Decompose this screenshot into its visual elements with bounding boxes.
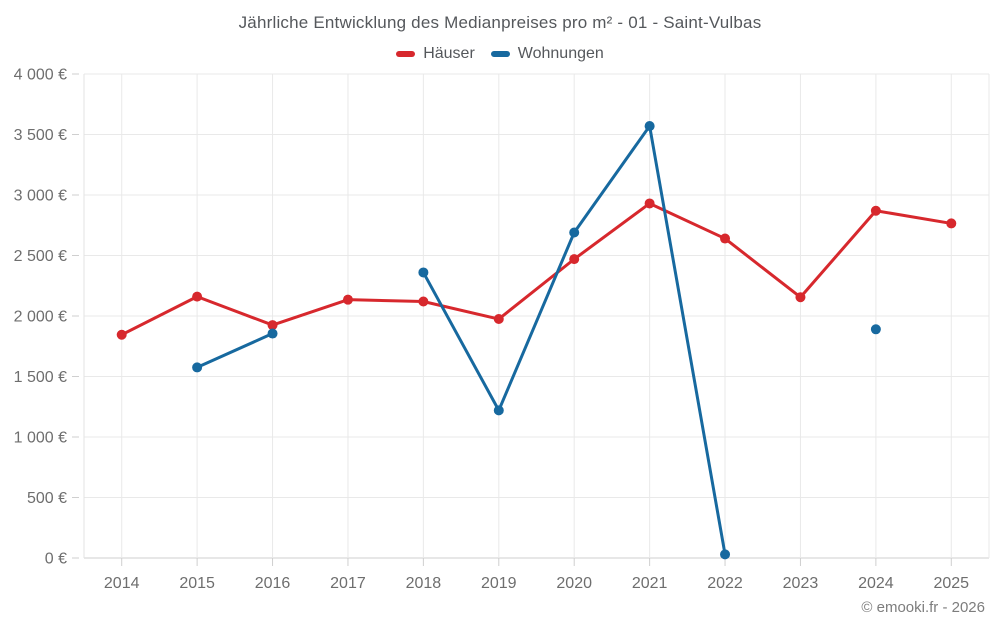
data-point[interactable] (493, 314, 504, 325)
data-point[interactable] (644, 198, 655, 209)
x-tick-label: 2018 (406, 575, 442, 592)
data-point[interactable] (870, 205, 881, 216)
data-point[interactable] (192, 291, 203, 302)
y-tick-label: 3 000 € (14, 188, 67, 205)
data-point[interactable] (267, 320, 278, 331)
y-tick-label: 2 000 € (14, 309, 67, 326)
data-point[interactable] (267, 328, 278, 339)
wohnungen-legend-label: Wohnungen (517, 45, 604, 62)
y-tick-label: 1 500 € (14, 369, 67, 386)
data-point[interactable] (870, 324, 881, 335)
x-tick-label: 2025 (933, 575, 969, 592)
y-tick-label: 4 000 € (14, 67, 67, 84)
data-point[interactable] (342, 294, 353, 305)
gridlines (83, 73, 990, 559)
axis-ticks (72, 73, 952, 566)
series-line (195, 332, 275, 369)
copyright-text: © emooki.fr - 2026 (861, 599, 985, 616)
data-point[interactable] (946, 218, 957, 229)
x-tick-label: 2017 (330, 575, 366, 592)
data-point[interactable] (418, 267, 429, 278)
x-tick-label: 2014 (104, 575, 140, 592)
y-tick-label: 0 € (45, 551, 67, 568)
haeuser-legend-marker (396, 51, 416, 57)
x-tick-label: 2021 (632, 575, 668, 592)
chart-legend: Häuser Wohnungen (0, 45, 1000, 63)
data-point[interactable] (569, 254, 580, 265)
data-point[interactable] (418, 296, 429, 307)
x-tick-label: 2023 (783, 575, 819, 592)
data-point[interactable] (720, 549, 731, 560)
x-tick-label: 2015 (179, 575, 215, 592)
y-tick-label: 500 € (27, 490, 67, 507)
data-point[interactable] (720, 233, 731, 244)
haeuser-legend-label: Häuser (423, 45, 475, 62)
y-tick-label: 2 500 € (14, 248, 67, 265)
x-tick-label: 2022 (707, 575, 743, 592)
axis-labels: 0 € 500 € 1 000 € 1 500 € 2 000 € 2 500 € 3 00… (14, 67, 970, 593)
data-point[interactable] (644, 121, 655, 132)
series-häuser (116, 198, 957, 340)
y-tick-label: 1 000 € (14, 430, 67, 447)
x-tick-label: 2019 (481, 575, 517, 592)
data-point[interactable] (795, 292, 806, 303)
data-point[interactable] (569, 227, 580, 238)
legend-item-haeuser[interactable]: Häuser (396, 45, 475, 63)
series-line (120, 201, 953, 337)
series-wohnungen (192, 121, 881, 560)
x-tick-label: 2016 (255, 575, 291, 592)
data-point[interactable] (192, 362, 203, 373)
wohnungen-legend-marker (490, 51, 510, 57)
data-point[interactable] (493, 405, 504, 416)
x-tick-label: 2024 (858, 575, 894, 592)
data-point[interactable] (116, 329, 127, 340)
x-tick-label: 2020 (556, 575, 592, 592)
chart-title: Jährliche Entwicklung des Medianpreises … (238, 13, 762, 32)
y-tick-label: 3 500 € (14, 127, 67, 144)
legend-item-wohnungen[interactable]: Wohnungen (490, 45, 604, 63)
